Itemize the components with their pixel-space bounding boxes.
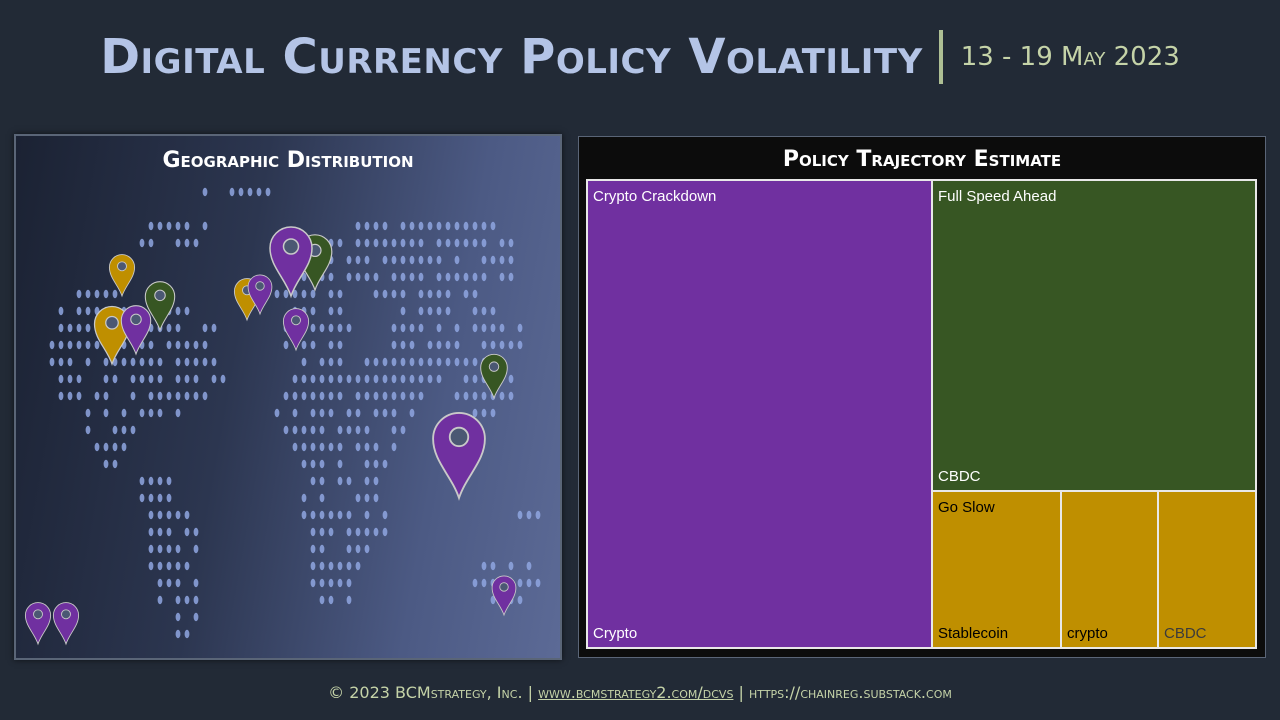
- map-pin-icon: [247, 274, 273, 316]
- map-pin-icon: [480, 353, 508, 400]
- footer-separator: |: [738, 683, 744, 702]
- cell-group-label: Crypto Crackdown: [593, 188, 717, 205]
- map-pin-icon: [24, 602, 52, 646]
- map-pin-icon: [432, 411, 486, 501]
- copyright-text: © 2023 BCMstrategy, Inc.: [328, 683, 523, 702]
- geographic-distribution-title: Geographic Distribution: [162, 148, 414, 173]
- map-pin-icon: [93, 305, 131, 366]
- title-bar: Digital Currency Policy Volatility 13 - …: [0, 22, 1280, 92]
- cell-label: Stablecoin: [938, 625, 1009, 642]
- map-pin-icon: [52, 602, 80, 646]
- cell-group-label: Full Speed Ahead: [938, 188, 1057, 205]
- title-divider: [938, 30, 943, 84]
- map-pin-icon: [144, 281, 176, 332]
- page-title: Digital Currency Policy Volatility: [100, 29, 923, 85]
- date-range: 13 - 19 May 2023: [960, 42, 1180, 72]
- cell-label: crypto: [1067, 625, 1108, 642]
- map-pin-icon: [108, 254, 136, 298]
- substack-link[interactable]: https://chainreg.substack.com: [749, 683, 952, 702]
- policy-trajectory-panel: Policy Trajectory Estimate Crypto Crackd…: [578, 136, 1266, 658]
- map-dots: [49, 187, 541, 639]
- policy-trajectory-title: Policy Trajectory Estimate: [782, 147, 1062, 172]
- cell-label: CBDC: [938, 468, 981, 485]
- footer: © 2023 BCMstrategy, Inc. | www.bcmstrate…: [0, 683, 1280, 702]
- treemap-cell-full-speed-ahead: Full Speed Ahead CBDC: [931, 179, 1257, 492]
- world-map: [24, 187, 541, 646]
- treemap-cell-go-slow-stablecoin: Go Slow Stablecoin: [931, 490, 1062, 649]
- map-pin-icon: [269, 226, 313, 299]
- map-pin-icon: [491, 575, 517, 617]
- map-pin-icon: [120, 305, 152, 356]
- treemap-cell-go-slow-crypto: crypto: [1060, 490, 1159, 649]
- cell-label: Crypto: [593, 625, 638, 642]
- map-pin-icon: [282, 308, 310, 352]
- geographic-distribution-panel: Geographic Distribution: [14, 134, 562, 660]
- cell-label: CBDC: [1164, 625, 1207, 642]
- treemap-cell-crypto-crackdown: Crypto Crackdown Crypto: [586, 179, 933, 649]
- treemap-cell-go-slow-cbdc: CBDC: [1157, 490, 1257, 649]
- cell-group-label: Go Slow: [938, 499, 995, 516]
- footer-separator: |: [527, 683, 534, 702]
- dcvs-link[interactable]: www.bcmstrategy2.com/dcvs: [538, 683, 734, 702]
